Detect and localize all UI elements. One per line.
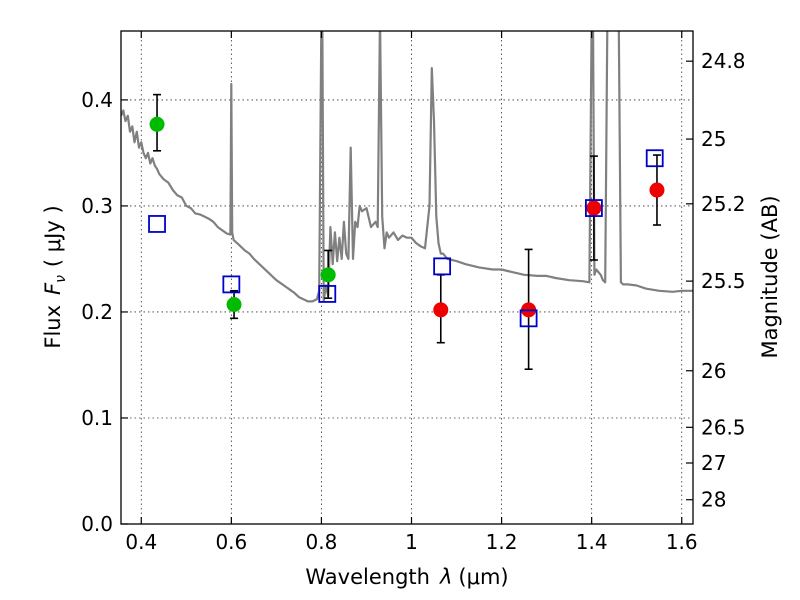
axis-ticks: 0.4 0.6 0.8 1 1.2 1.4 1.6 0.0 0.1 0.2 0.3 0.4 24.8 25… [81, 31, 746, 554]
red-point [649, 182, 665, 198]
y-tick-label: 0.2 [81, 300, 113, 324]
green-point [149, 116, 165, 132]
x-tick-label: 0.8 [306, 530, 338, 554]
y2-tick-label: 25.5 [701, 269, 746, 293]
y-tick-label: 0.0 [81, 512, 113, 536]
x-tick-label: 0.4 [125, 530, 157, 554]
spectrum-line [121, 31, 693, 303]
green-point [320, 267, 336, 283]
y2-tick-label: 24.8 [701, 49, 746, 73]
spectrum-series [121, 31, 693, 303]
y2-tick-label: 25.2 [701, 192, 746, 216]
y-tick-label: 0.4 [81, 88, 113, 112]
y-axis-label: FluxFν( μJy ) [41, 205, 69, 348]
x-tick-label: 1.2 [486, 530, 518, 554]
error-bars [153, 93, 661, 371]
y2-tick-label: 28 [701, 488, 726, 512]
y-tick-label: 0.1 [81, 406, 113, 430]
x-tick-label: 1.6 [666, 530, 698, 554]
model-square [645, 149, 664, 168]
red-point [433, 302, 449, 318]
model-square [585, 199, 603, 217]
model-square [148, 215, 166, 233]
y2-tick-label: 26.5 [701, 415, 746, 439]
y2-tick-label: 25 [701, 127, 726, 151]
y2-axis-label: Magnitude (AB) [758, 195, 782, 358]
y2-tick-label: 26 [701, 359, 726, 383]
model-square [433, 257, 452, 276]
plot-frame [120, 30, 694, 525]
green-point [226, 297, 242, 313]
x-axis-label: Wavelength λ (μm) [305, 565, 508, 589]
y2-tick-label: 27 [701, 451, 726, 475]
grid-lines [121, 31, 693, 524]
x-tick-label: 0.6 [215, 530, 247, 554]
model-square [519, 309, 538, 328]
x-tick-label: 1.4 [576, 530, 608, 554]
y-tick-label: 0.3 [81, 194, 113, 218]
data-markers [148, 116, 665, 328]
x-tick-label: 1 [405, 530, 418, 554]
model-square [222, 275, 241, 294]
red-point [586, 200, 602, 216]
model-square [318, 285, 337, 303]
